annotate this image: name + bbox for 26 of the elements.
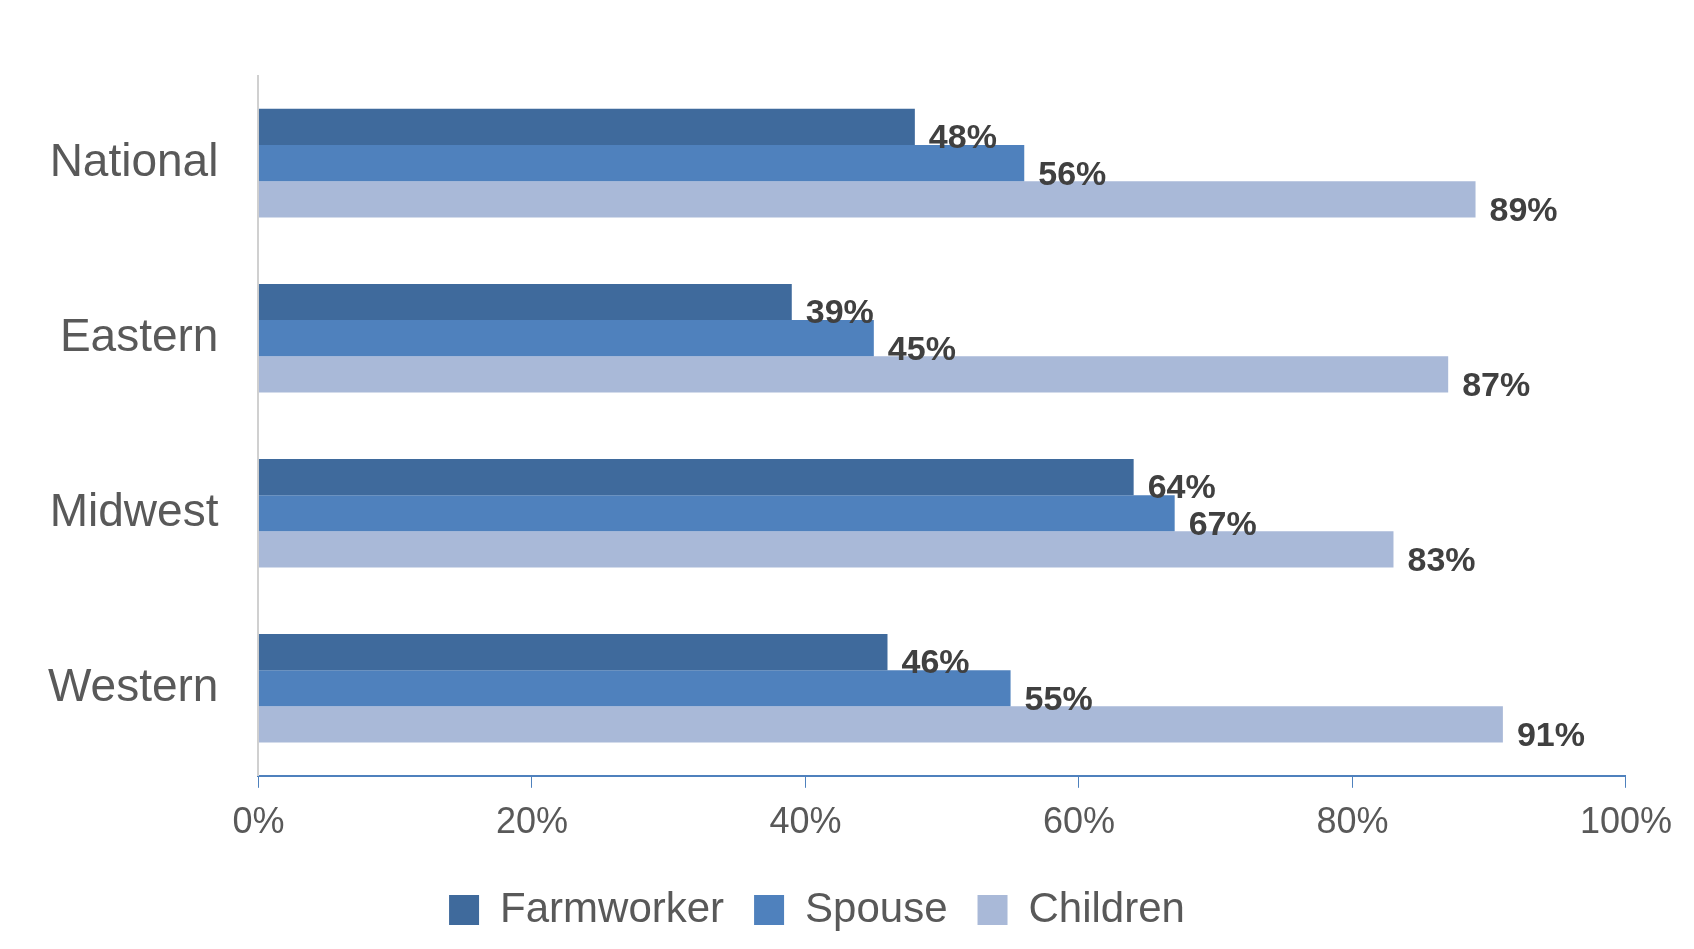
data-label: 67% bbox=[1188, 503, 1257, 542]
y-tick-label: National bbox=[49, 133, 219, 186]
data-label: 87% bbox=[1462, 364, 1531, 403]
y-tick-label: Western bbox=[48, 658, 219, 711]
bar bbox=[258, 458, 1134, 496]
bar bbox=[258, 283, 792, 321]
data-label: 91% bbox=[1516, 714, 1585, 753]
x-tick-label: 20% bbox=[495, 800, 568, 842]
bar bbox=[258, 108, 915, 146]
x-tick-label: 0% bbox=[232, 800, 285, 842]
data-label: 83% bbox=[1407, 539, 1476, 578]
x-tick-label: 100% bbox=[1579, 800, 1672, 842]
data-label: 89% bbox=[1489, 189, 1558, 228]
legend-label: Farmworker bbox=[500, 883, 725, 931]
x-tick-label: 60% bbox=[1042, 800, 1115, 842]
data-label: 45% bbox=[887, 328, 956, 367]
data-label: 64% bbox=[1147, 467, 1216, 506]
legend-label: Children bbox=[1028, 883, 1185, 931]
legend-label: Spouse bbox=[805, 883, 948, 931]
data-label: 55% bbox=[1024, 678, 1093, 717]
y-tick-label: Eastern bbox=[59, 308, 219, 361]
data-label: 56% bbox=[1038, 153, 1107, 192]
bar bbox=[258, 634, 888, 671]
x-tick-label: 40% bbox=[769, 800, 842, 842]
x-tick-label: 80% bbox=[1316, 800, 1389, 842]
y-tick-label: Midwest bbox=[49, 483, 219, 536]
